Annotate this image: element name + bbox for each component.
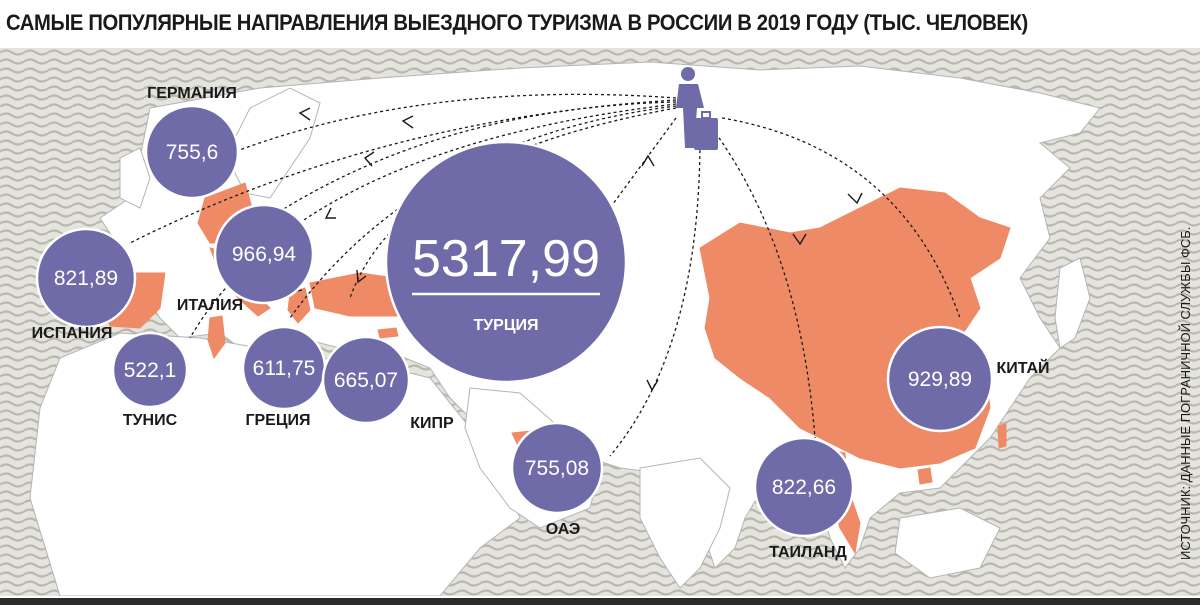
bottom-bar: [0, 598, 1200, 605]
value-spain: 821,89: [54, 267, 118, 290]
destination-bubbles: [35, 104, 994, 538]
value-china: 929,89: [908, 368, 972, 391]
source-note: ИСТОЧНИК: ДАННЫЕ ПОГРАНИЧНОЙ СЛУЖБЫ ФСБ.: [1178, 226, 1193, 560]
value-uae: 755,08: [525, 457, 589, 480]
route-arrowheads: [291, 107, 863, 392]
label-uae: ОАЭ: [546, 521, 581, 538]
label-cyprus: КИПР: [410, 415, 454, 432]
label-germany: ГЕРМАНИЯ: [147, 85, 237, 102]
value-tunisia: 522,1: [124, 359, 177, 382]
route-uae: [609, 137, 701, 457]
value-greece: 611,75: [253, 357, 316, 380]
label-thailand: ТАИЛАНД: [769, 544, 847, 561]
world-map: 755,6 821,89 966,94 522,1 611,75 665,07 …: [0, 48, 1200, 596]
label-tunisia: ТУНИС: [123, 412, 178, 429]
bubble-cyprus: [321, 335, 411, 425]
country-labels: ГЕРМАНИЯ ИСПАНИЯ ИТАЛИЯ ТУНИС ГРЕЦИЯ КИП…: [32, 85, 1050, 561]
value-cyprus: 665,07: [334, 369, 398, 392]
label-greece: ГРЕЦИЯ: [245, 412, 310, 429]
bubble-thailand: [753, 436, 855, 538]
label-spain: ИСПАНИЯ: [32, 325, 113, 342]
bubble-tunisia: [111, 331, 189, 409]
value-turkey: 5317,99: [412, 230, 600, 288]
tunisia-shape: [207, 315, 226, 360]
route-spain: [129, 99, 677, 244]
label-italy: ИТАЛИЯ: [177, 297, 243, 314]
value-italy: 966,94: [232, 243, 297, 266]
traveler-with-suitcase-icon: [676, 67, 718, 150]
cyprus-shape: [377, 327, 399, 339]
bubble-germany: [144, 104, 240, 200]
bubble-china: [886, 325, 994, 433]
label-turkey: ТУРЦИЯ: [473, 317, 538, 334]
route-germany: [194, 93, 677, 169]
bubble-values: 755,6 821,89 966,94 522,1 611,75 665,07 …: [54, 141, 972, 499]
route-italy: [239, 101, 677, 239]
page-title: САМЫЕ ПОПУЛЯРНЫЕ НАПРАВЛЕНИЯ ВЫЕЗДНОГО Т…: [6, 10, 1028, 35]
bubble-italy: [213, 203, 315, 305]
taiwan-shape: [997, 423, 1007, 449]
value-thailand: 822,66: [772, 476, 836, 499]
hainan-shape: [917, 467, 933, 485]
value-germany: 755,6: [166, 141, 219, 164]
bubble-turkey: [384, 140, 628, 384]
bubble-spain: [35, 227, 137, 329]
route-china: [721, 117, 961, 319]
bubble-uae: [510, 421, 604, 515]
label-china: КИТАЙ: [996, 358, 1049, 377]
